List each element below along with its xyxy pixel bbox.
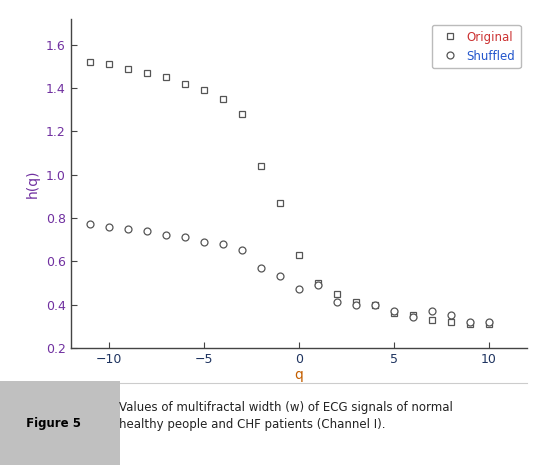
Original bbox=[200, 87, 207, 93]
Shuffled bbox=[105, 224, 112, 229]
Original bbox=[295, 252, 302, 258]
Original bbox=[162, 74, 169, 80]
Y-axis label: h(q): h(q) bbox=[26, 169, 40, 197]
Shuffled bbox=[352, 302, 359, 307]
Original bbox=[257, 163, 264, 169]
Original bbox=[314, 280, 321, 286]
Original bbox=[219, 96, 226, 102]
Text: Values of multifractal width (w) of ECG signals of normal
healthy people and CHF: Values of multifractal width (w) of ECG … bbox=[119, 401, 453, 431]
Legend: Original, Shuffled: Original, Shuffled bbox=[432, 25, 521, 69]
Line: Original: Original bbox=[86, 59, 492, 328]
Original bbox=[105, 62, 112, 67]
Original bbox=[238, 111, 245, 117]
Original bbox=[333, 291, 340, 297]
X-axis label: q: q bbox=[294, 368, 303, 383]
Shuffled bbox=[181, 235, 188, 240]
Shuffled bbox=[238, 248, 245, 253]
Original bbox=[143, 70, 150, 76]
Text: Figure 5: Figure 5 bbox=[22, 416, 85, 430]
Original bbox=[390, 310, 397, 316]
Shuffled bbox=[86, 221, 93, 227]
Shuffled bbox=[219, 241, 226, 247]
Original bbox=[181, 81, 188, 86]
Original bbox=[124, 66, 131, 71]
Shuffled bbox=[314, 282, 321, 288]
Shuffled bbox=[409, 315, 416, 321]
Original bbox=[409, 313, 416, 318]
Shuffled bbox=[200, 239, 207, 244]
Original bbox=[352, 299, 359, 305]
Shuffled bbox=[390, 308, 397, 314]
Original bbox=[276, 200, 283, 205]
Original bbox=[371, 302, 378, 307]
Shuffled bbox=[371, 302, 378, 307]
Shuffled bbox=[428, 308, 435, 314]
Original bbox=[86, 59, 93, 65]
Shuffled bbox=[485, 319, 492, 325]
Original bbox=[428, 317, 435, 322]
Original bbox=[485, 321, 492, 327]
Shuffled bbox=[124, 226, 131, 232]
Shuffled bbox=[295, 287, 302, 292]
Original bbox=[466, 321, 473, 327]
Shuffled bbox=[333, 299, 340, 305]
Shuffled bbox=[447, 313, 454, 318]
Shuffled bbox=[143, 228, 150, 234]
Original bbox=[447, 319, 454, 325]
Shuffled bbox=[466, 319, 473, 325]
Shuffled bbox=[276, 274, 283, 279]
Line: Shuffled: Shuffled bbox=[86, 221, 492, 325]
Shuffled bbox=[257, 265, 264, 271]
Shuffled bbox=[162, 233, 169, 238]
